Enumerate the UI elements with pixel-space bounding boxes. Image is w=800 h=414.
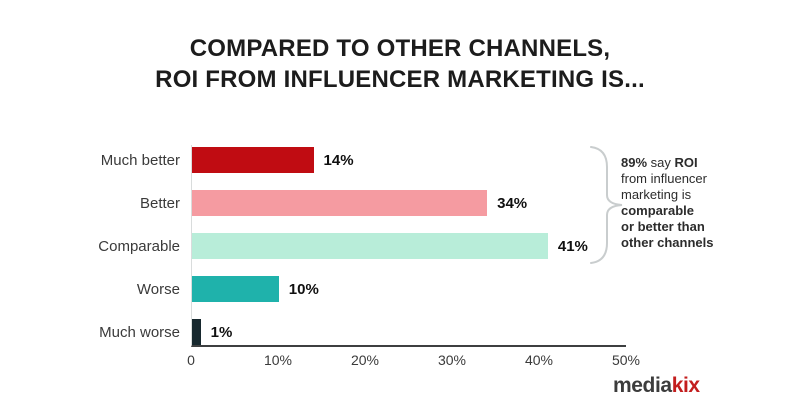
category-label: Comparable: [98, 237, 180, 255]
chart-title-line2: ROI FROM INFLUENCER MARKETING IS...: [155, 66, 645, 93]
annotation-stat: 89%: [621, 155, 648, 170]
bar-much-worse: [192, 319, 201, 345]
bar-row-much-worse: Much worse 1%: [99, 319, 626, 345]
annotation-line: from influencer: [621, 171, 707, 186]
x-tick: 40%: [524, 352, 554, 368]
annotation-line: or better than: [621, 219, 705, 234]
annotation-line: marketing is: [621, 187, 692, 202]
category-label: Much better: [100, 151, 180, 169]
value-label: 14%: [323, 151, 354, 169]
logo-text-media: media: [613, 374, 672, 397]
x-tick: 0: [187, 352, 195, 368]
x-tick: 20%: [350, 352, 380, 368]
x-tick: 30%: [437, 352, 467, 368]
bar-comparable: [192, 233, 548, 259]
curly-brace: [590, 146, 623, 264]
x-tick: 50%: [611, 352, 641, 368]
annotation-line: 89% say ROI: [621, 155, 698, 170]
bar-worse: [192, 276, 279, 302]
value-label: 10%: [288, 280, 319, 298]
bar-row-better: Better 34%: [140, 190, 626, 216]
annotation-line: other channels: [621, 235, 714, 250]
mediakix-logo: mediakix: [613, 374, 700, 398]
value-label: 34%: [497, 194, 528, 212]
x-tick: 10%: [263, 352, 293, 368]
bar-much-better: [192, 147, 314, 173]
bar-row-worse: Worse 10%: [137, 276, 626, 302]
bar-row-comparable: Comparable 41%: [98, 233, 626, 259]
value-label: 1%: [210, 323, 233, 341]
chart-title: COMPARED TO OTHER CHANNELS, ROI FROM INF…: [0, 33, 800, 95]
bar-chart-plot: Much better 14% Better 34% Comparable 41…: [98, 145, 626, 347]
bar-better: [192, 190, 488, 216]
chart-title-line1: COMPARED TO OTHER CHANNELS,: [189, 35, 611, 62]
annotation-line: comparable: [621, 203, 694, 218]
category-label: Better: [139, 194, 180, 212]
category-label: Much worse: [99, 323, 180, 341]
value-label: 41%: [557, 237, 588, 255]
bar-row-much-better: Much better 14%: [101, 147, 626, 173]
x-axis-ticks: 0 10% 20% 30% 40% 50%: [187, 352, 640, 370]
logo-text-kix: kix: [671, 374, 700, 397]
category-label: Worse: [136, 280, 180, 298]
annotation-callout: 89% say ROI from influencer marketing is…: [621, 155, 786, 251]
